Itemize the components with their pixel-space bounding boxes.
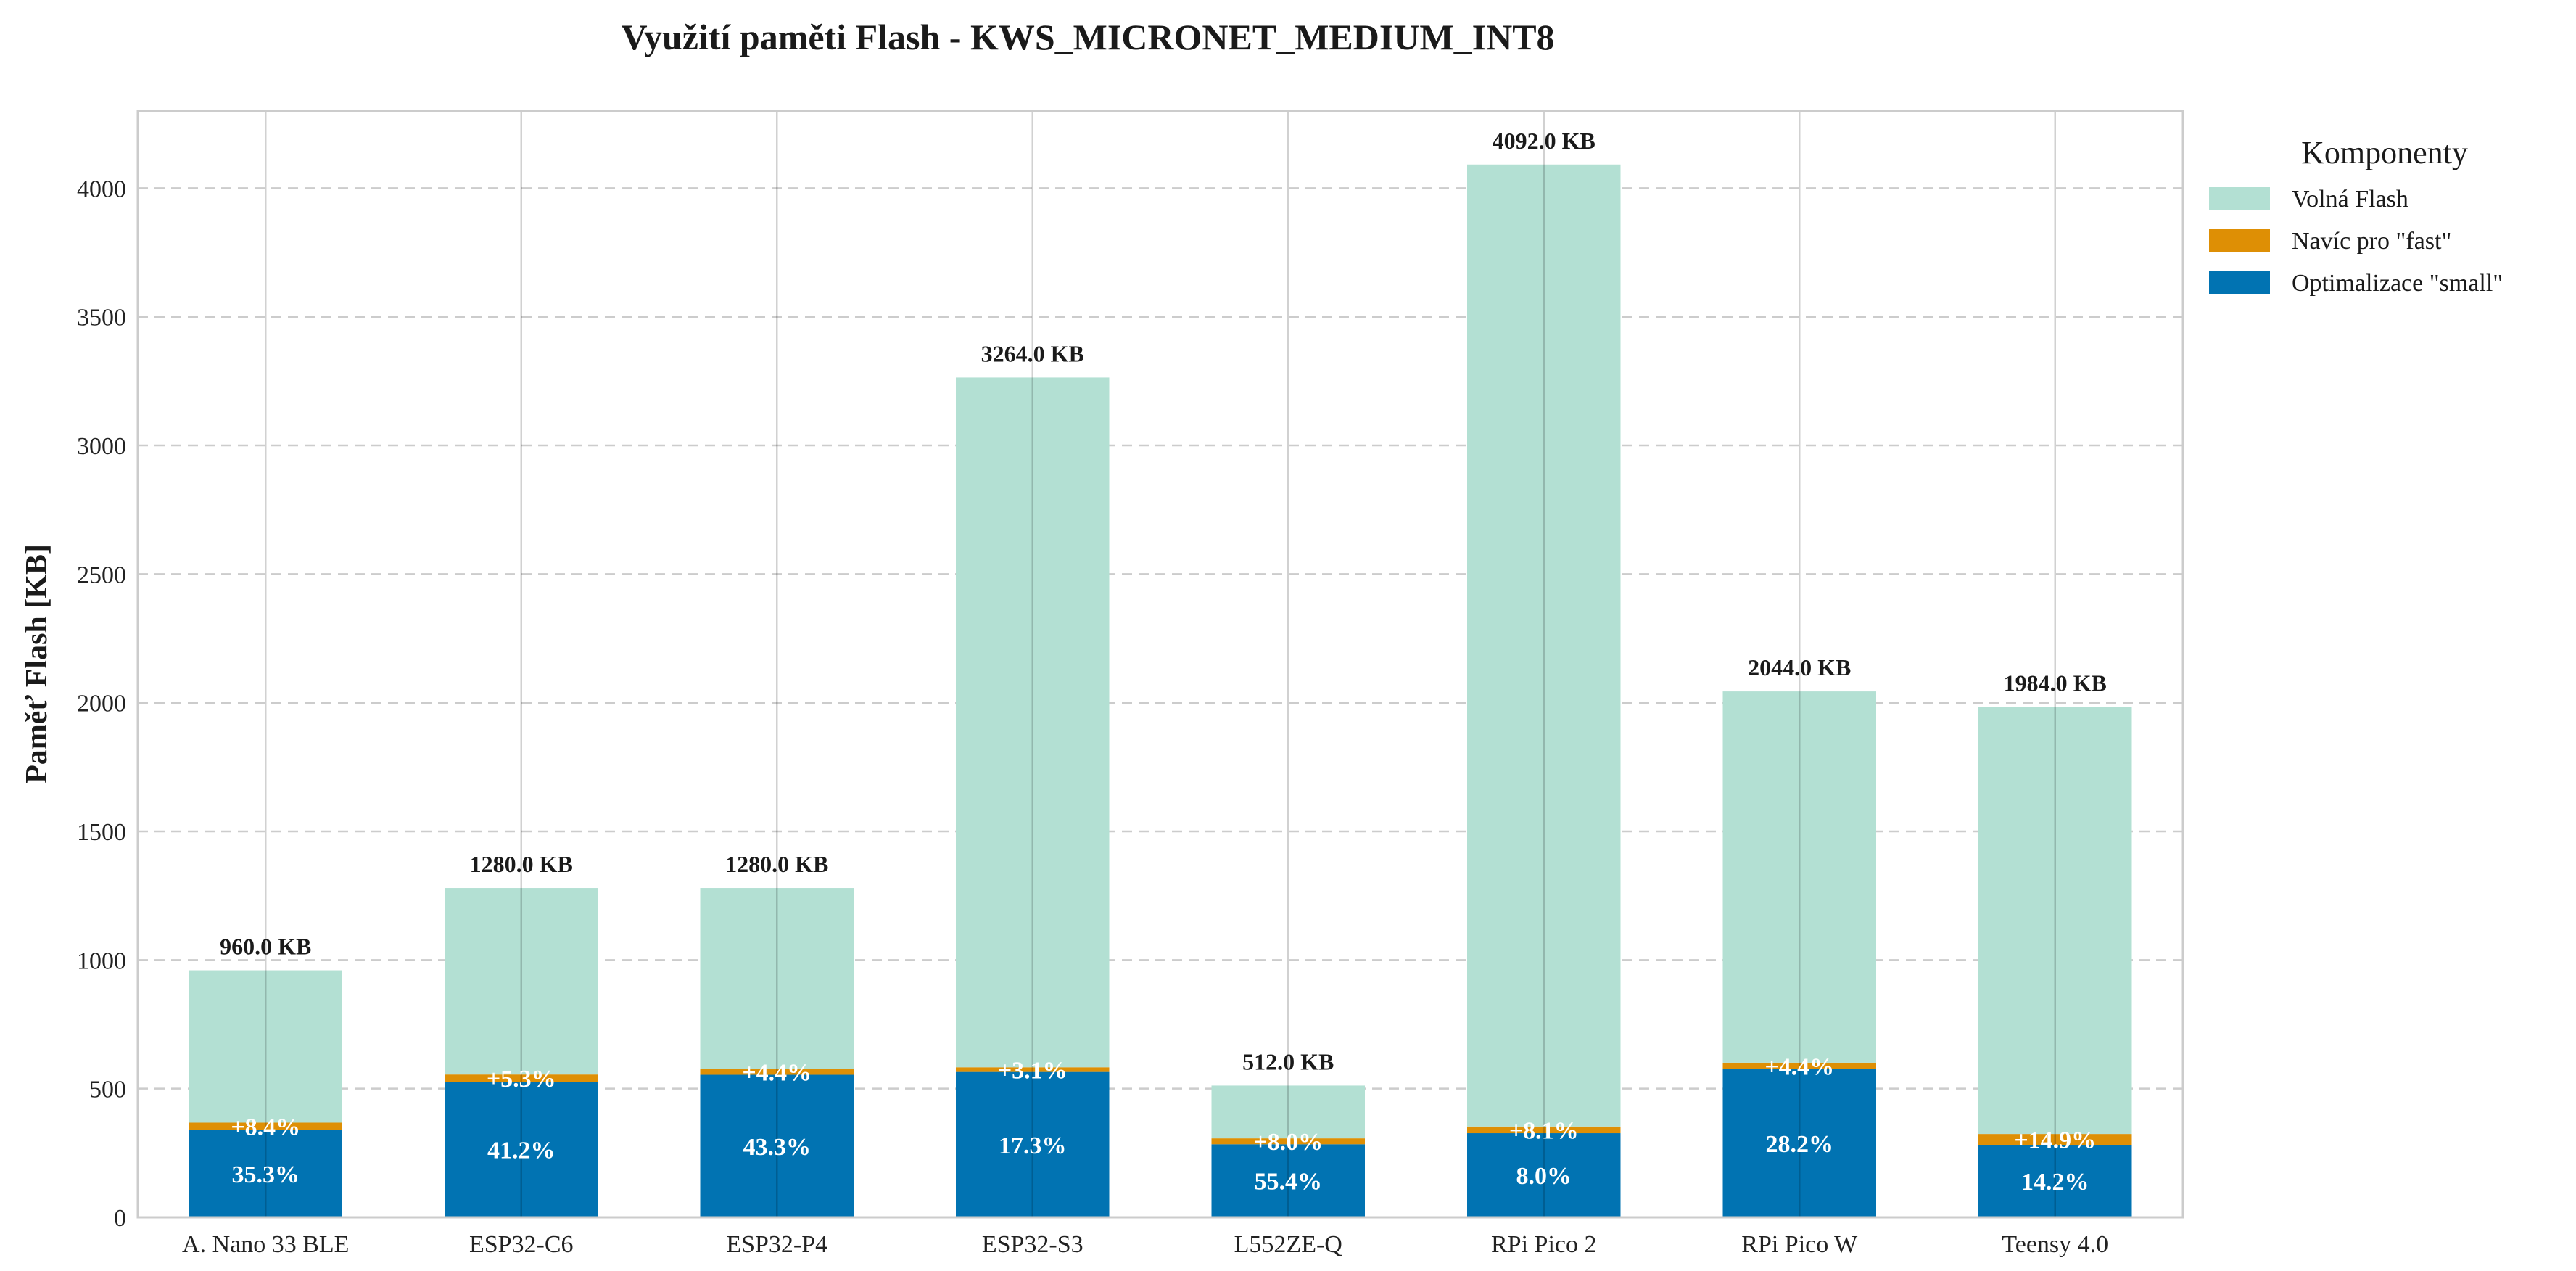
data-labels: 960.0 KB 35.3% +8.4% 1280.0 KB 41.2% +5.3% 128…	[220, 128, 2107, 1196]
plot-frame	[136, 110, 2184, 1219]
bar-segment-small	[700, 1074, 854, 1217]
small-percent-label: 8.0%	[1516, 1163, 1572, 1190]
y-tick-label: 2500	[77, 562, 126, 588]
legend-swatch	[2209, 271, 2270, 294]
bar-segment-small	[445, 1082, 598, 1217]
y-tick-label: 3000	[77, 433, 126, 460]
y-axis-label: Paměť Flash [KB]	[20, 544, 54, 783]
total-label: 512.0 KB	[1242, 1048, 1334, 1074]
small-percent-label: 28.2%	[1766, 1131, 1834, 1158]
y-tick-label: 3500	[77, 305, 126, 332]
x-tick-label: ESP32-P4	[726, 1231, 827, 1258]
x-axis-ticks: A. Nano 33 BLE ESP32-C6 ESP32-P4 ESP32-S3 L5…	[182, 1231, 2108, 1258]
x-tick-label: A. Nano 33 BLE	[182, 1231, 349, 1258]
vertical-grid-lines	[265, 111, 2056, 1217]
total-label: 1984.0 KB	[2004, 670, 2107, 696]
legend-entry: Navíc pro "fast"	[2292, 228, 2451, 255]
bar-segment-free	[445, 888, 598, 1075]
bar-segment-fast	[1722, 1062, 1876, 1069]
bar-segment-free	[1978, 707, 2132, 1135]
bar-segment-fast	[445, 1074, 598, 1082]
y-tick-label: 500	[89, 1077, 126, 1103]
fast-percent-label: +5.3%	[487, 1066, 556, 1093]
small-percent-label: 14.2%	[2021, 1169, 2089, 1196]
bar-segment-small	[1467, 1133, 1621, 1217]
bar-segment-fast	[189, 1122, 342, 1130]
bar-segment-fast	[956, 1067, 1110, 1072]
bar-segment-free	[1467, 164, 1621, 1127]
bar-segment-small	[1978, 1144, 2132, 1217]
bar-segment-free	[1211, 1085, 1365, 1139]
total-label: 1280.0 KB	[470, 851, 573, 877]
small-percent-label: 43.3%	[743, 1134, 812, 1161]
bar-segment-fast	[1978, 1134, 2132, 1145]
fast-percent-label: +8.0%	[1253, 1129, 1323, 1156]
y-tick-label: 4000	[77, 176, 126, 202]
y-axis-ticks: 0 500 1000 1500 2000 2500 3000 3500 4000	[77, 176, 126, 1232]
bar-segment-fast	[1467, 1126, 1621, 1134]
total-label: 1280.0 KB	[725, 851, 828, 877]
total-label: 960.0 KB	[220, 934, 311, 960]
legend-title: Komponenty	[2301, 135, 2468, 170]
fast-percent-label: +3.1%	[998, 1057, 1068, 1084]
legend-swatch	[2209, 187, 2270, 210]
x-tick-label: ESP32-S3	[982, 1231, 1083, 1258]
bar-segment-free	[956, 377, 1110, 1068]
bar-segment-small	[956, 1071, 1110, 1217]
y-tick-label: 0	[114, 1205, 126, 1232]
x-tick-label: L552ZE-Q	[1234, 1231, 1342, 1258]
bar-segment-small	[1722, 1069, 1876, 1217]
total-label: 3264.0 KB	[981, 340, 1084, 366]
bar-segment-free	[189, 970, 342, 1123]
fast-percent-label: +8.4%	[231, 1114, 300, 1141]
bar-segment-fast	[1211, 1138, 1365, 1145]
bar-segment-small	[1211, 1144, 1365, 1217]
fast-percent-label: +4.4%	[742, 1059, 812, 1086]
bar-stacks	[189, 164, 2132, 1217]
fast-percent-label: +4.4%	[1764, 1053, 1834, 1080]
small-percent-label: 35.3%	[232, 1161, 300, 1188]
total-label: 4092.0 KB	[1493, 128, 1595, 154]
x-tick-label: RPi Pico 2	[1491, 1231, 1596, 1258]
x-tick-label: RPi Pico W	[1741, 1231, 1858, 1258]
fast-percent-label: +14.9%	[2014, 1127, 2096, 1154]
legend-entry: Optimalizace "small"	[2292, 270, 2503, 297]
small-percent-label: 55.4%	[1255, 1169, 1323, 1196]
y-tick-label: 2000	[77, 691, 126, 717]
x-tick-label: Teensy 4.0	[2002, 1231, 2108, 1258]
legend: Komponenty Volná Flash Navíc pro "fast" Op…	[2209, 135, 2503, 297]
small-percent-label: 41.2%	[487, 1138, 556, 1164]
y-tick-label: 1500	[77, 819, 126, 846]
bar-segment-fast	[700, 1069, 854, 1075]
x-tick-label: ESP32-C6	[469, 1231, 574, 1258]
small-percent-label: 17.3%	[999, 1132, 1067, 1159]
bar-segment-free	[700, 888, 854, 1069]
chart-title: Využití paměti Flash - KWS_MICRONET_MEDI…	[621, 17, 1554, 57]
legend-entry: Volná Flash	[2292, 186, 2408, 213]
bar-segment-small	[189, 1130, 342, 1217]
legend-swatch	[2209, 229, 2270, 252]
y-tick-label: 1000	[77, 947, 126, 974]
total-label: 2044.0 KB	[1748, 654, 1851, 680]
bar-segment-free	[1722, 691, 1876, 1063]
fast-percent-label: +8.1%	[1509, 1117, 1579, 1144]
